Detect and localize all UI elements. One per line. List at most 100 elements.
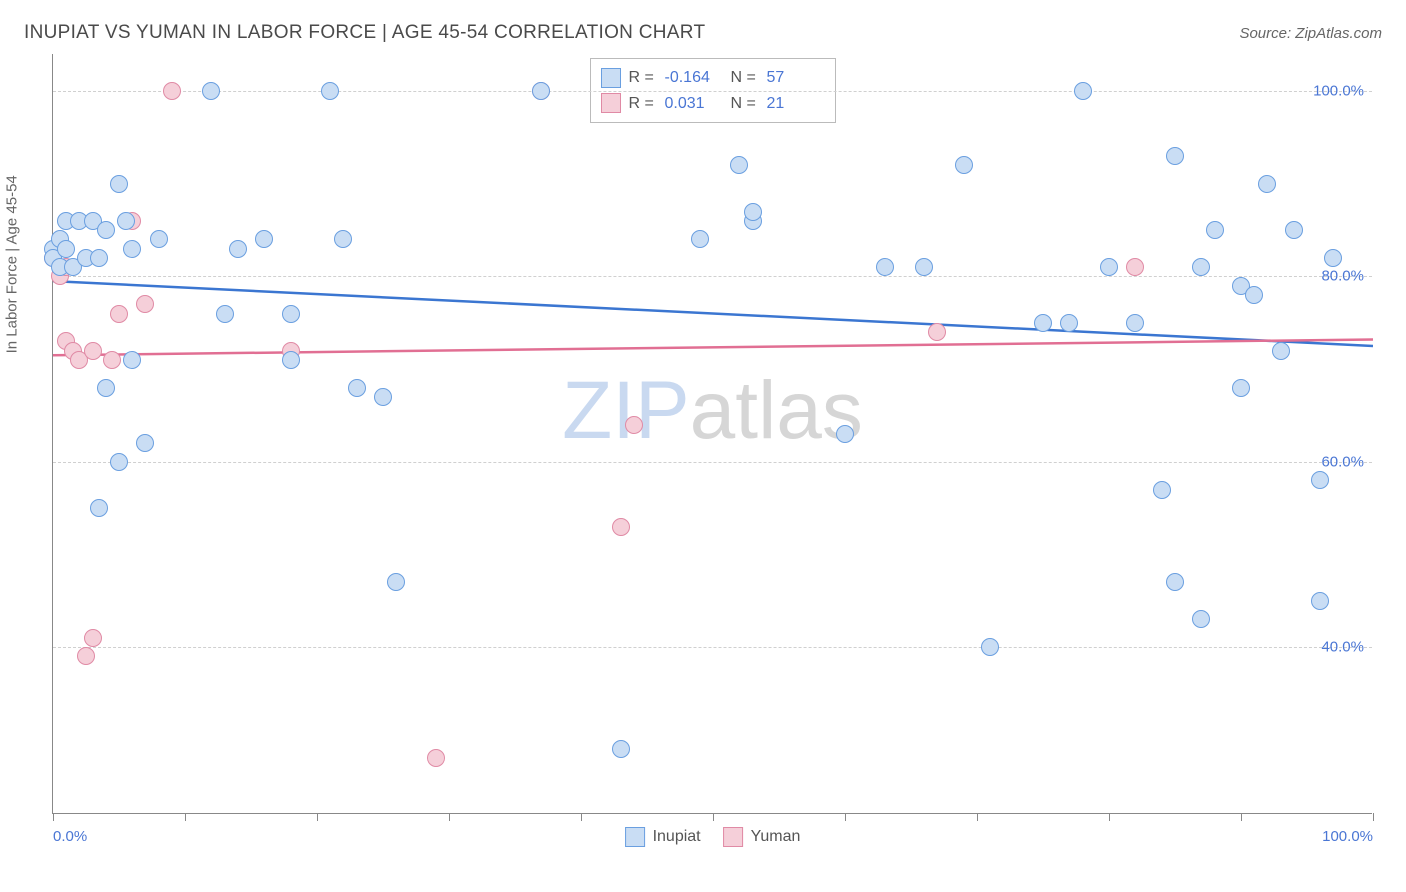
data-point-inupiat: [387, 573, 405, 591]
data-point-inupiat: [90, 499, 108, 517]
data-point-yuman: [928, 323, 946, 341]
data-point-inupiat: [374, 388, 392, 406]
data-point-inupiat: [1192, 258, 1210, 276]
swatch-inupiat: [625, 827, 645, 847]
gridline: [53, 462, 1372, 463]
trend-line-yuman: [53, 339, 1373, 355]
data-point-inupiat: [110, 175, 128, 193]
data-point-yuman: [427, 749, 445, 767]
y-tick-label: 60.0%: [1321, 453, 1364, 470]
data-point-yuman: [612, 518, 630, 536]
data-point-yuman: [163, 82, 181, 100]
legend-item-inupiat: Inupiat: [625, 827, 701, 847]
data-point-inupiat: [1245, 286, 1263, 304]
x-tick: [449, 813, 450, 821]
x-tick: [1109, 813, 1110, 821]
y-tick-label: 100.0%: [1313, 83, 1364, 100]
data-point-inupiat: [876, 258, 894, 276]
data-point-yuman: [625, 416, 643, 434]
data-point-inupiat: [255, 230, 273, 248]
x-tick-label-min: 0.0%: [53, 828, 87, 845]
swatch-yuman: [601, 93, 621, 113]
data-point-yuman: [77, 647, 95, 665]
x-tick: [713, 813, 714, 821]
data-point-yuman: [84, 342, 102, 360]
data-point-inupiat: [1166, 147, 1184, 165]
legend-row-yuman: R = 0.031 N = 21: [601, 91, 825, 117]
data-point-inupiat: [334, 230, 352, 248]
data-point-inupiat: [1192, 610, 1210, 628]
x-tick: [845, 813, 846, 821]
x-tick: [185, 813, 186, 821]
data-point-inupiat: [744, 203, 762, 221]
data-point-inupiat: [216, 305, 234, 323]
legend-item-yuman: Yuman: [723, 827, 801, 847]
data-point-inupiat: [1311, 471, 1329, 489]
data-point-inupiat: [321, 82, 339, 100]
n-label: N =: [731, 65, 759, 91]
gridline: [53, 276, 1372, 277]
data-point-inupiat: [1153, 481, 1171, 499]
data-point-inupiat: [612, 740, 630, 758]
r-value-inupiat: -0.164: [665, 65, 723, 91]
data-point-inupiat: [1074, 82, 1092, 100]
data-point-inupiat: [836, 425, 854, 443]
data-point-inupiat: [57, 240, 75, 258]
data-point-inupiat: [1285, 221, 1303, 239]
scatter-plot: ZIPatlas R = -0.164 N = 57 R = 0.031 N =…: [52, 54, 1372, 814]
x-tick: [53, 813, 54, 821]
swatch-inupiat: [601, 68, 621, 88]
data-point-inupiat: [955, 156, 973, 174]
r-value-yuman: 0.031: [665, 91, 723, 117]
data-point-inupiat: [1166, 573, 1184, 591]
data-point-inupiat: [1060, 314, 1078, 332]
legend-row-inupiat: R = -0.164 N = 57: [601, 65, 825, 91]
data-point-inupiat: [150, 230, 168, 248]
data-point-inupiat: [1100, 258, 1118, 276]
data-point-inupiat: [1034, 314, 1052, 332]
data-point-inupiat: [981, 638, 999, 656]
y-axis-label: In Labor Force | Age 45-54: [4, 175, 21, 353]
data-point-inupiat: [282, 305, 300, 323]
data-point-inupiat: [915, 258, 933, 276]
legend-label-inupiat: Inupiat: [653, 828, 701, 846]
n-label: N =: [731, 91, 759, 117]
series-legend: Inupiat Yuman: [625, 827, 801, 847]
data-point-inupiat: [123, 351, 141, 369]
watermark: ZIPatlas: [562, 364, 863, 458]
legend-label-yuman: Yuman: [751, 828, 801, 846]
data-point-inupiat: [1206, 221, 1224, 239]
data-point-inupiat: [691, 230, 709, 248]
n-value-yuman: 21: [767, 91, 825, 117]
data-point-inupiat: [1311, 592, 1329, 610]
trend-line-inupiat: [53, 281, 1373, 346]
x-tick: [977, 813, 978, 821]
data-point-inupiat: [123, 240, 141, 258]
y-tick-label: 80.0%: [1321, 268, 1364, 285]
trend-lines: [53, 54, 1373, 814]
data-point-inupiat: [1126, 314, 1144, 332]
data-point-inupiat: [117, 212, 135, 230]
gridline: [53, 91, 1372, 92]
data-point-inupiat: [282, 351, 300, 369]
source-attribution: Source: ZipAtlas.com: [1239, 25, 1382, 42]
x-tick: [581, 813, 582, 821]
data-point-yuman: [136, 295, 154, 313]
data-point-yuman: [84, 629, 102, 647]
data-point-yuman: [1126, 258, 1144, 276]
data-point-inupiat: [229, 240, 247, 258]
x-tick: [1241, 813, 1242, 821]
swatch-yuman: [723, 827, 743, 847]
data-point-inupiat: [730, 156, 748, 174]
data-point-inupiat: [110, 453, 128, 471]
x-tick-label-max: 100.0%: [1322, 828, 1373, 845]
data-point-inupiat: [97, 221, 115, 239]
gridline: [53, 647, 1372, 648]
y-tick-label: 40.0%: [1321, 639, 1364, 656]
x-tick: [1373, 813, 1374, 821]
data-point-inupiat: [1324, 249, 1342, 267]
data-point-yuman: [110, 305, 128, 323]
chart-title: INUPIAT VS YUMAN IN LABOR FORCE | AGE 45…: [24, 22, 705, 44]
data-point-yuman: [103, 351, 121, 369]
x-tick: [317, 813, 318, 821]
